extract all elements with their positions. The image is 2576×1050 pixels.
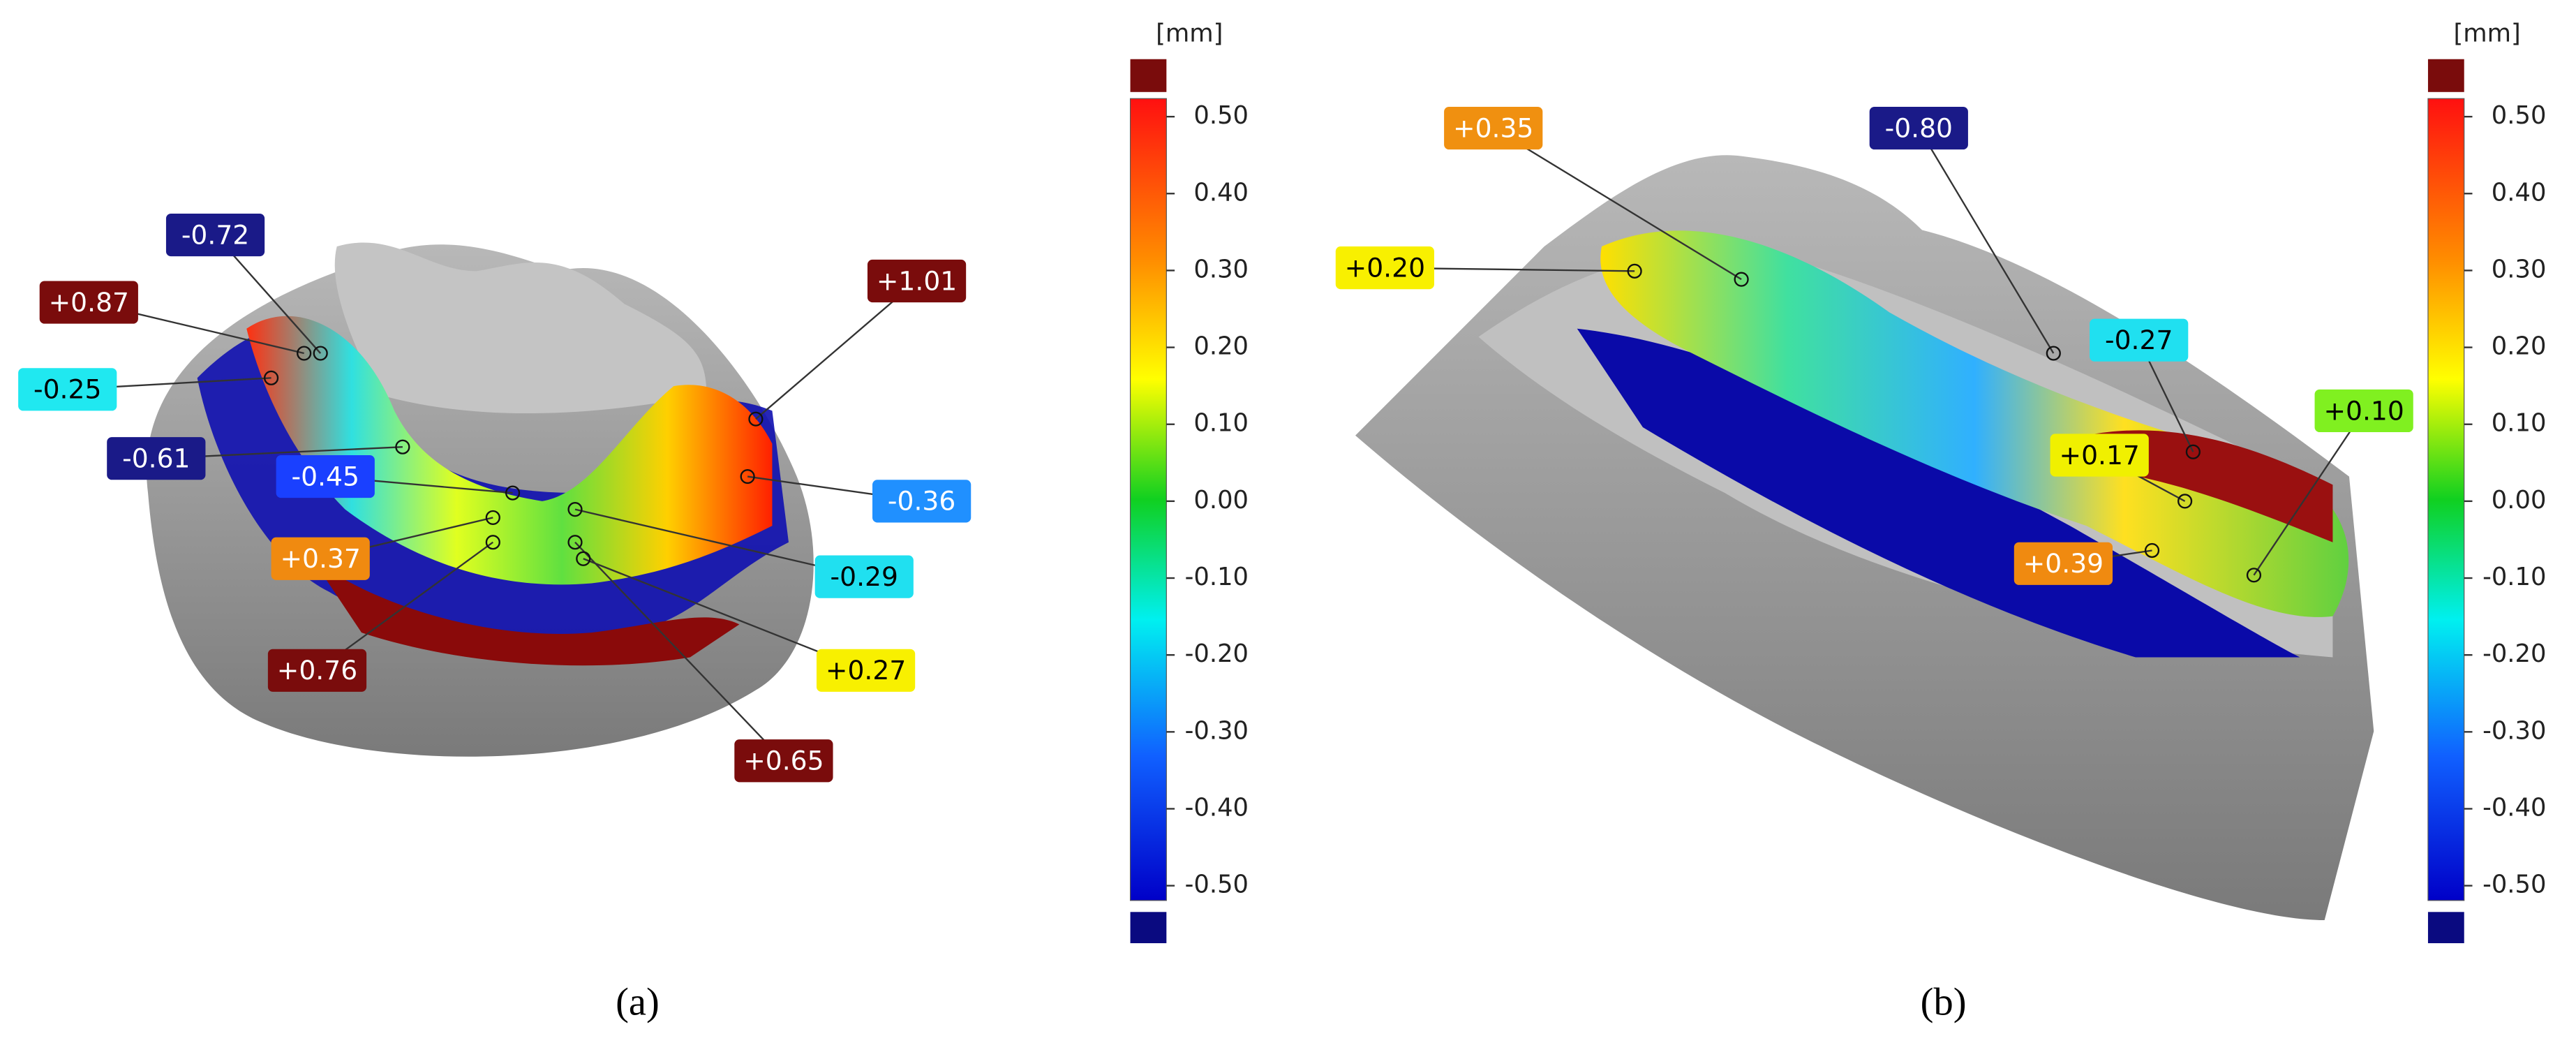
probe-point xyxy=(485,535,500,550)
label-box xyxy=(267,649,367,692)
colorbar-unit: [mm] xyxy=(2454,19,2521,47)
probe-point xyxy=(2246,568,2262,583)
label-box xyxy=(814,555,914,598)
colorbar-tick-label: 0.40 xyxy=(1193,178,1249,207)
probe-point xyxy=(297,346,312,361)
probe-point xyxy=(395,439,410,454)
deviation-label: -0.72 xyxy=(181,219,249,250)
deviation-label: -0.36 xyxy=(888,486,955,517)
probe-point xyxy=(485,510,500,525)
label-box xyxy=(2090,318,2189,362)
label-box xyxy=(1335,246,1434,290)
probe-point xyxy=(748,411,764,427)
deviation-label: +0.39 xyxy=(2023,548,2104,579)
overflow-high xyxy=(1130,59,1167,92)
overflow-high xyxy=(2427,59,2464,92)
deviation-label: +0.76 xyxy=(277,655,357,686)
probe-point xyxy=(1734,272,1749,287)
colorbar-tick-label: -0.30 xyxy=(2482,716,2546,745)
label-box xyxy=(867,259,967,303)
panel-caption: (b) xyxy=(1921,980,1967,1023)
deviation-label: +0.27 xyxy=(826,655,906,686)
panel-caption: (a) xyxy=(616,980,660,1023)
colorbar-tick-label: -0.40 xyxy=(2482,793,2546,822)
deviation-label: -0.25 xyxy=(33,374,101,405)
colorbar-tick-label: 0.10 xyxy=(1193,409,1249,438)
overlay: -0.72 +0.87 -0.25 -0.61 -0.45 +0.37 +0.76 +0.65… xyxy=(18,19,2546,1023)
colorbar-tick-label: 0.20 xyxy=(1193,332,1249,361)
probe-point xyxy=(567,535,583,550)
colorbar-tick-label: -0.50 xyxy=(2482,871,2546,899)
colorbar-tick-label: 0.10 xyxy=(2492,409,2547,438)
label-box xyxy=(271,537,370,580)
probe-point xyxy=(505,485,521,501)
leader-line xyxy=(574,541,784,762)
label-box xyxy=(872,480,971,523)
label-box xyxy=(165,213,265,257)
overflow-low xyxy=(1130,912,1167,944)
probe-point xyxy=(1627,263,1642,279)
colorbar-tick-label: 0.30 xyxy=(1193,255,1249,283)
overflow-low xyxy=(2427,912,2464,944)
label-box xyxy=(18,368,117,411)
colorbar-tick-label: 0.00 xyxy=(2492,486,2547,515)
deviation-label: +0.17 xyxy=(2060,440,2140,471)
colorbar xyxy=(1129,98,1167,901)
probe-point xyxy=(2144,542,2160,559)
colorbar-tick-label: -0.10 xyxy=(2482,563,2546,591)
deviation-label: -0.45 xyxy=(292,461,359,491)
label-box xyxy=(2314,389,2413,433)
deviation-label: -0.27 xyxy=(2105,325,2173,355)
deviation-label: -0.61 xyxy=(122,443,190,474)
colorbar-tick-label: 0.50 xyxy=(2492,101,2547,130)
leader-line xyxy=(1918,127,2055,354)
colorbar-tick-label: 0.50 xyxy=(1193,101,1249,130)
label-box xyxy=(107,437,206,480)
probe-point xyxy=(313,346,328,361)
label-box xyxy=(734,739,833,783)
leader-line xyxy=(755,280,918,420)
deviation-label: -0.80 xyxy=(1885,112,1953,143)
deviation-label: +1.01 xyxy=(877,265,957,296)
probe-point xyxy=(567,502,583,517)
deviation-label: +0.65 xyxy=(743,746,824,776)
deviation-label: +0.20 xyxy=(1345,253,1425,283)
deviation-label: -0.29 xyxy=(831,561,898,592)
colorbar-tick-label: -0.40 xyxy=(1185,793,1249,822)
model-a xyxy=(147,242,814,757)
colorbar xyxy=(2427,98,2465,901)
colorbar-tick-label: -0.50 xyxy=(1185,871,1249,899)
leader-line xyxy=(2253,410,2365,576)
colorbar-tick-label: 0.20 xyxy=(2492,332,2547,361)
label-box xyxy=(1444,106,1543,150)
colorbar-tick-label: 0.40 xyxy=(2492,178,2547,207)
colorbar-tick-label: -0.30 xyxy=(1185,716,1249,745)
colorbar-unit: [mm] xyxy=(1156,19,1223,47)
deviation-label: +0.35 xyxy=(1453,112,1533,143)
label-box xyxy=(2013,542,2113,585)
leader-line xyxy=(1493,127,1742,281)
deviation-label: +0.37 xyxy=(281,543,361,574)
probe-point xyxy=(263,370,279,385)
label-box xyxy=(2050,434,2149,477)
deviation-label: +0.10 xyxy=(2323,395,2404,426)
probe-point xyxy=(2177,494,2193,509)
colorbar-tick-label: 0.30 xyxy=(2492,255,2547,283)
label-box xyxy=(276,454,375,498)
label-box xyxy=(816,649,916,692)
probe-point xyxy=(2046,346,2061,361)
probe-point xyxy=(2185,444,2201,459)
probe-point xyxy=(576,551,591,566)
colorbar-tick-label: -0.20 xyxy=(1185,639,1249,668)
label-box xyxy=(39,281,138,324)
colorbar-tick-label: -0.10 xyxy=(1185,563,1249,591)
deviation-label: +0.87 xyxy=(49,287,129,318)
label-box xyxy=(1869,106,1968,150)
probe-point xyxy=(740,468,755,485)
colorbar-tick-label: -0.20 xyxy=(2482,639,2546,668)
colorbar-tick-label: 0.00 xyxy=(1193,486,1249,515)
